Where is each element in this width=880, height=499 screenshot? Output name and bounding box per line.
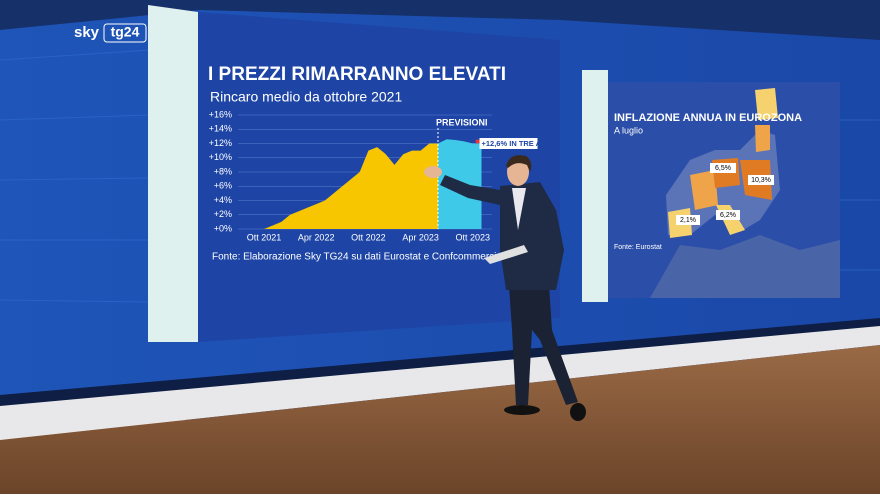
y-tick-label: +6%: [214, 181, 232, 191]
total-box: [479, 138, 538, 149]
y-tick-label: +0%: [214, 223, 232, 233]
y-tick-label: +12%: [209, 138, 232, 148]
total-label: +12,6% IN TRE ANNI: [482, 139, 554, 148]
map-label: 10,3%: [751, 177, 771, 184]
map-label: 6,5%: [715, 165, 731, 172]
map-label: 2,1%: [680, 217, 696, 224]
y-tick-label: +2%: [214, 209, 232, 219]
x-tick-label: Apr 2022: [298, 232, 335, 242]
map-subtitle: A luglio: [614, 125, 643, 135]
logo-brand: sky: [74, 24, 100, 41]
chart-title: I PREZZI RIMARRANNO ELEVATI: [208, 64, 506, 85]
map-edge: [582, 70, 608, 302]
map-title: INFLAZIONE ANNUA IN EUROZONA: [614, 112, 802, 124]
map-source: Fonte: Eurostat: [614, 244, 662, 251]
y-tick-label: +14%: [209, 124, 232, 134]
y-tick-label: +4%: [214, 195, 232, 205]
y-tick-label: +8%: [214, 166, 232, 176]
logo-channel: tg24: [111, 24, 140, 40]
x-tick-label: Ott 2022: [351, 232, 386, 242]
panel-edge: [148, 5, 198, 342]
floor: [0, 345, 880, 494]
map-labels: 6,5% 10,3% 2,1% 6,2%: [676, 163, 774, 225]
total-dot: [475, 139, 480, 144]
y-tick-label: +16%: [209, 109, 232, 119]
y-tick-label: +10%: [209, 152, 232, 162]
wall-stripes: [0, 49, 880, 303]
x-tick-label: Ott 2023: [456, 232, 491, 242]
chart-subtitle: Rincaro medio da ottobre 2021: [210, 89, 402, 105]
x-tick-label: Ott 2021: [247, 232, 282, 242]
map-label: 6,2%: [720, 212, 736, 219]
logo-box: [103, 23, 147, 43]
presenter: [424, 155, 586, 421]
chart-source: Fonte: Elaborazione Sky TG24 su dati Eur…: [212, 252, 502, 263]
x-tick-label: Apr 2023: [402, 232, 439, 242]
plot: +0% +2% +4% +6% +8% +10% +12% +14% +16% Ott 2021 A…: [209, 109, 554, 242]
forecast-label: PREVISIONI: [436, 117, 488, 127]
ceiling: [0, 0, 880, 40]
wall-base: [0, 318, 880, 406]
area: [264, 143, 438, 229]
baseboard: [0, 325, 880, 440]
